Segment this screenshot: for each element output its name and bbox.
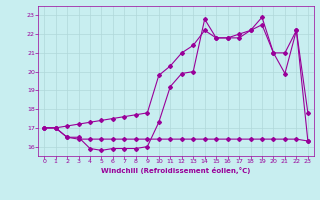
X-axis label: Windchill (Refroidissement éolien,°C): Windchill (Refroidissement éolien,°C)	[101, 167, 251, 174]
